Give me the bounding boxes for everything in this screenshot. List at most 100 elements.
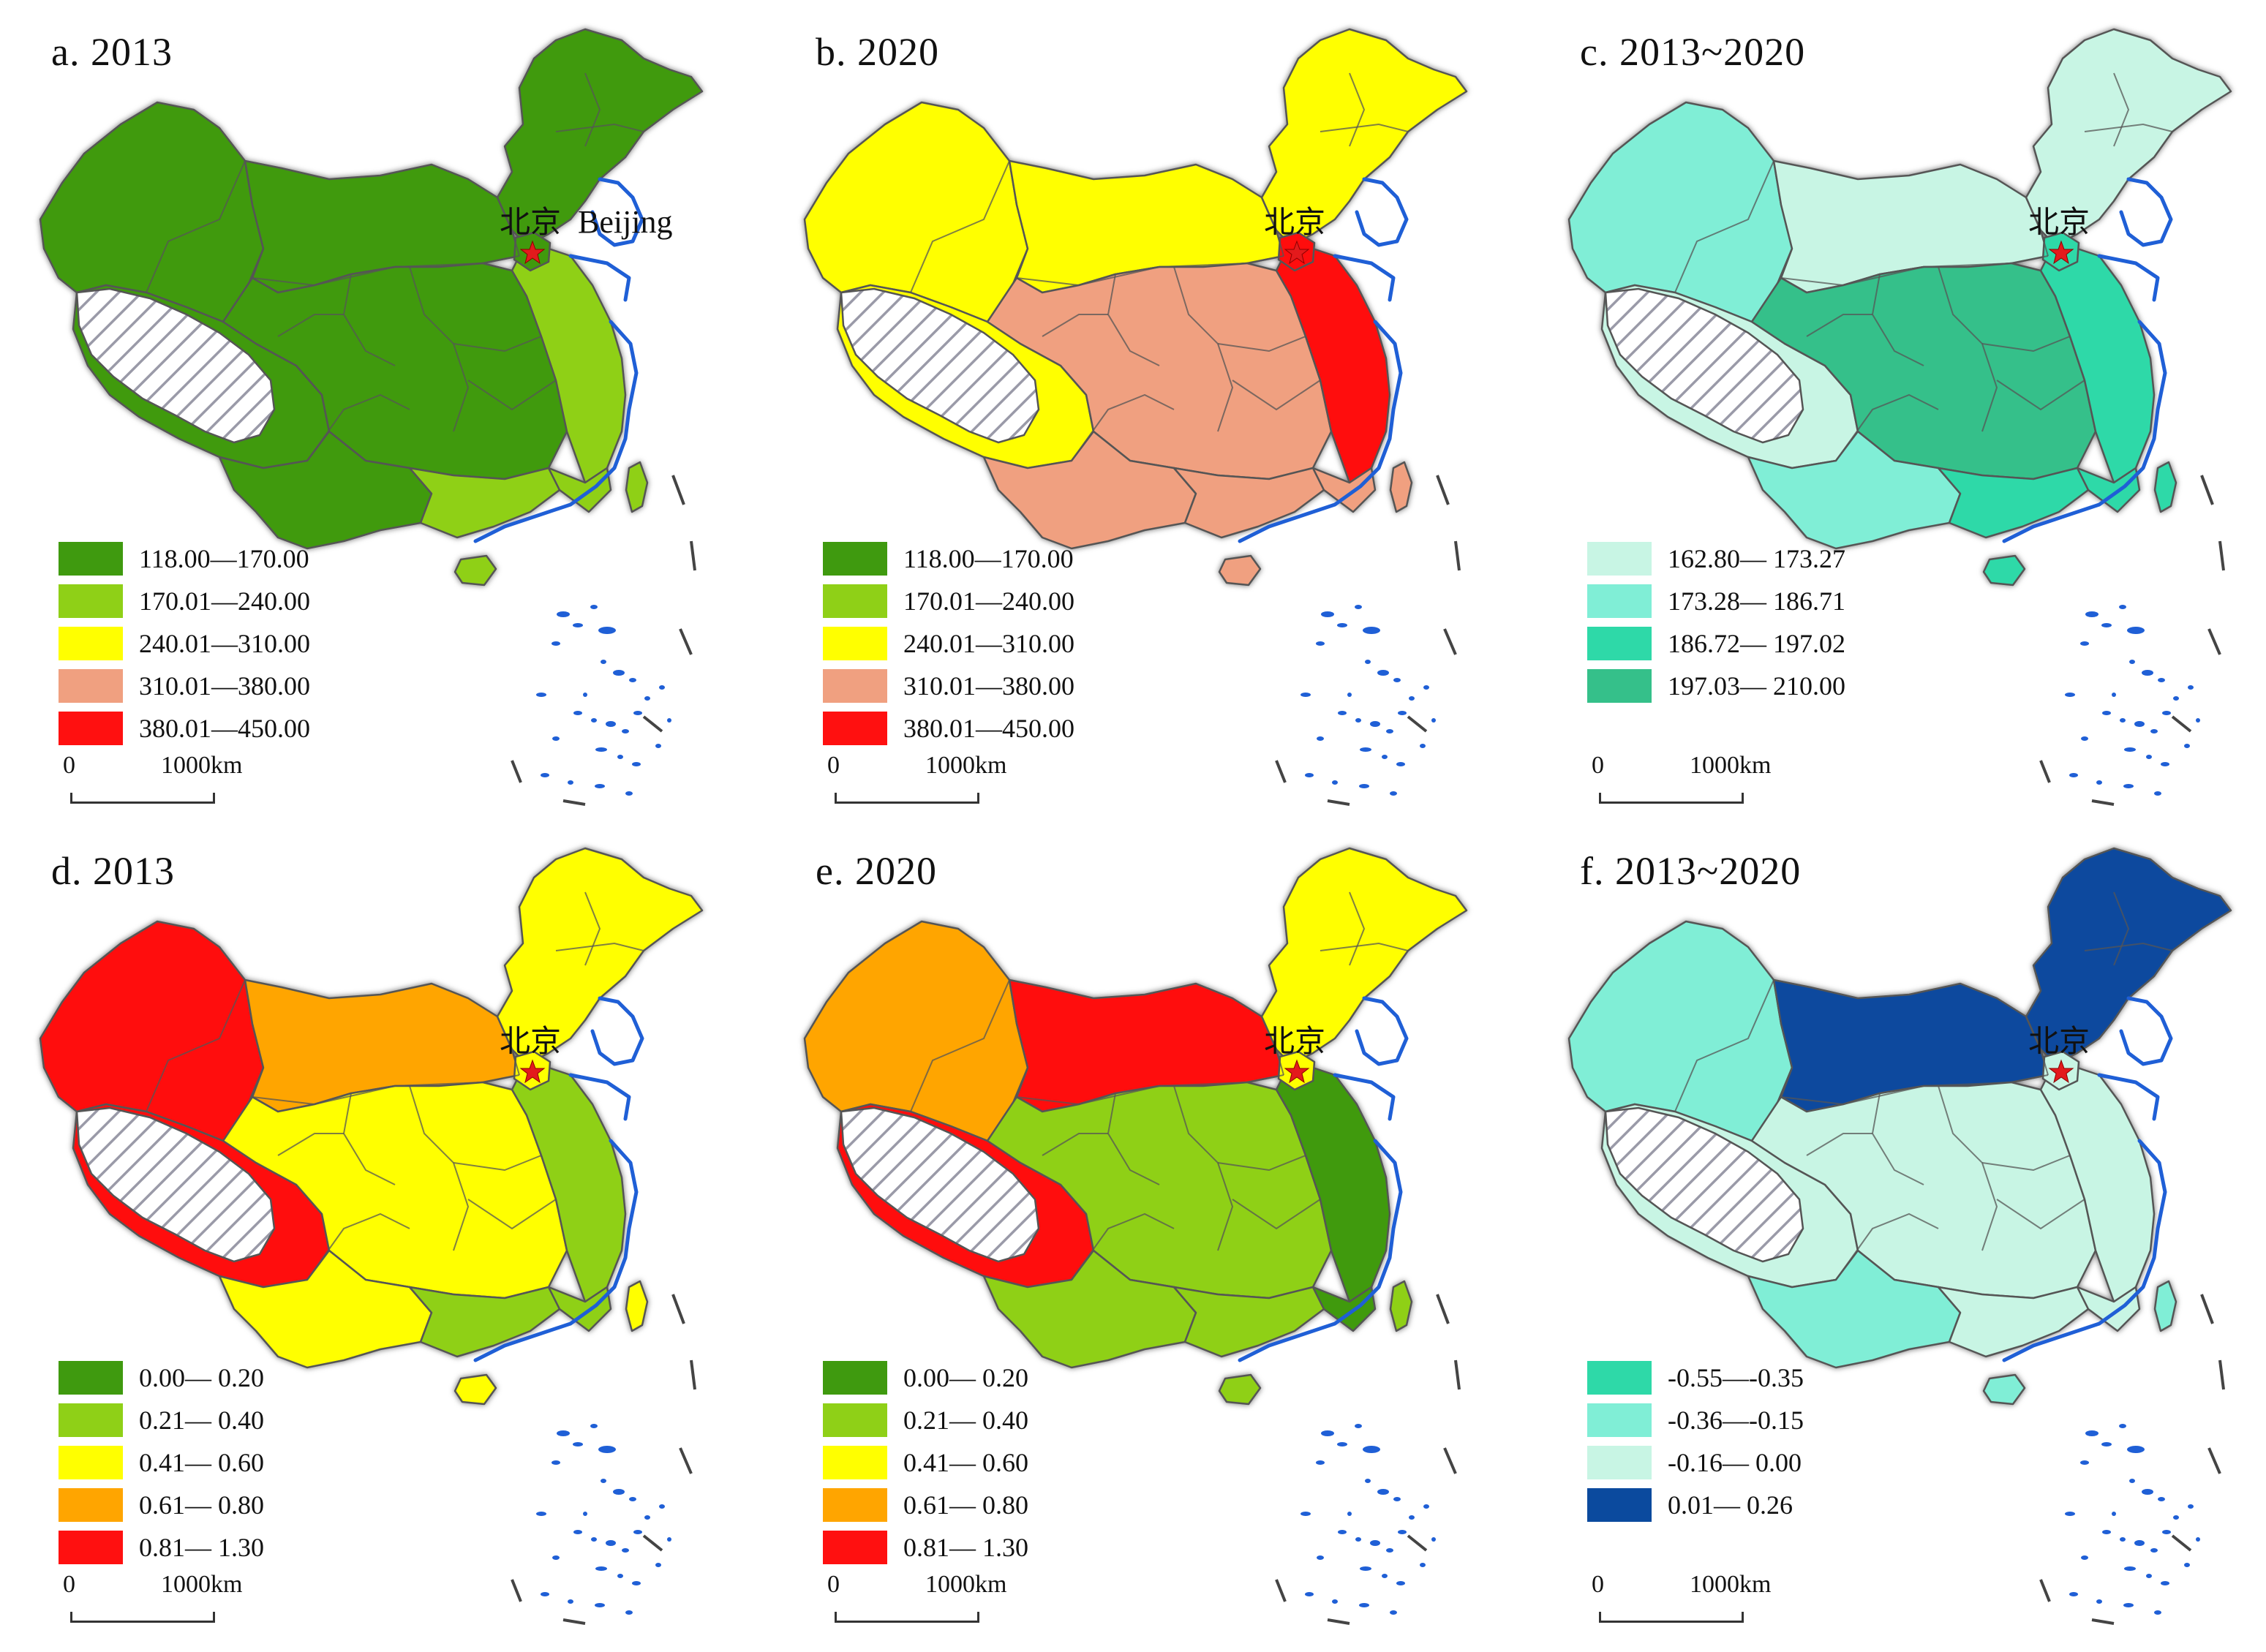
- province-border: [1232, 380, 1321, 411]
- island: [1423, 685, 1429, 690]
- island: [613, 670, 625, 676]
- legend-item: 310.01—380.00: [823, 665, 1074, 707]
- legend-label: 118.00—170.00: [139, 544, 309, 573]
- legend-label: 0.81— 1.30: [139, 1533, 264, 1562]
- province-border: [328, 431, 549, 480]
- map-panel-f: 北京 f. 2013~2020 -0.55—-0.35 -0.36—-0.15 -0.1…: [1529, 819, 2266, 1631]
- province-border: [1016, 1074, 1284, 1106]
- province-border: [1773, 160, 1793, 279]
- province-border: [146, 160, 246, 293]
- island: [2085, 611, 2099, 617]
- scale-line: [835, 793, 979, 804]
- province-border: [146, 979, 246, 1112]
- legend-item: 170.01—240.00: [59, 580, 310, 622]
- island: [1431, 718, 1436, 723]
- no-data-region: [75, 287, 276, 444]
- island: [2069, 1592, 2078, 1596]
- island: [2134, 1540, 2145, 1546]
- province-border: [1780, 1074, 2049, 1106]
- island: [2129, 1479, 2135, 1483]
- island: [1431, 1537, 1436, 1542]
- boundary-dash: [1454, 1359, 1461, 1390]
- province-border: [1835, 393, 1939, 461]
- island: [2184, 1563, 2190, 1567]
- legend-label: 380.01—450.00: [903, 714, 1074, 743]
- island: [2129, 660, 2135, 664]
- island: [573, 711, 582, 715]
- province-border: [453, 336, 542, 352]
- beijing-star-icon: [519, 240, 546, 265]
- legend-item: 0.41— 0.60: [823, 1441, 1028, 1484]
- island: [659, 1504, 665, 1509]
- island: [573, 1442, 583, 1447]
- island: [629, 678, 636, 682]
- legend-label: 0.61— 0.80: [903, 1490, 1028, 1520]
- legend-item: 162.80— 173.27: [1587, 538, 1845, 580]
- province-border: [222, 321, 330, 432]
- province-border: [497, 1016, 520, 1076]
- map-d: 北京: [39, 847, 704, 1625]
- legend-item: -0.55—-0.35: [1587, 1357, 1804, 1399]
- province-border: [1071, 393, 1175, 461]
- province-border: [1107, 1093, 1160, 1185]
- island: [1377, 1489, 1389, 1495]
- legend-swatch: [823, 1488, 887, 1522]
- island: [1355, 1537, 1361, 1542]
- island: [2081, 736, 2088, 741]
- province-border: [2084, 942, 2173, 951]
- island: [2161, 1581, 2169, 1585]
- region-northwest: [39, 920, 265, 1142]
- legend-swatch: [59, 1403, 123, 1437]
- island: [2081, 1555, 2088, 1560]
- island: [2119, 1424, 2126, 1428]
- legend: -0.55—-0.35 -0.36—-0.15 -0.16— 0.00 0.01— 0…: [1587, 1357, 1804, 1526]
- island: [536, 693, 546, 697]
- beijing-label-cn: 北京: [2028, 204, 2090, 240]
- legend-label: 240.01—310.00: [903, 629, 1074, 658]
- province-border: [1674, 979, 1774, 1112]
- island: [2096, 1599, 2102, 1604]
- legend-label: 0.21— 0.40: [139, 1406, 264, 1435]
- island: [1321, 611, 1334, 617]
- legend-item: 0.61— 0.80: [823, 1484, 1028, 1526]
- province-border: [511, 1089, 568, 1288]
- region-northeast: [496, 28, 704, 246]
- beijing-label-cn: 北京: [500, 1023, 561, 1059]
- boundary-dash: [679, 628, 693, 655]
- legend-label: 380.01—450.00: [139, 714, 310, 743]
- island: [1420, 744, 1426, 748]
- boundary-dash: [511, 1579, 522, 1602]
- boundary-dash: [1327, 1618, 1350, 1625]
- boundary-dash: [1443, 1447, 1457, 1474]
- island: [583, 1512, 587, 1516]
- beijing-label-cn: 北京: [1264, 204, 1325, 240]
- island: [557, 611, 570, 617]
- region-northeast: [2025, 28, 2232, 246]
- legend-label: -0.36—-0.15: [1668, 1406, 1804, 1435]
- island: [1305, 1592, 1314, 1596]
- island: [644, 1515, 650, 1520]
- map-panel-b: 北京 b. 2020 118.00—170.00 170.01—240.00 240.0…: [764, 0, 1518, 812]
- legend-item: 240.01—310.00: [823, 622, 1074, 665]
- legend-label: 0.00— 0.20: [903, 1363, 1028, 1392]
- legend-label: 0.21— 0.40: [903, 1406, 1028, 1435]
- province-border: [555, 942, 644, 951]
- region-southeast: [2076, 467, 2141, 513]
- island: [1409, 696, 1415, 701]
- island: [1337, 1442, 1347, 1447]
- legend-swatch: [1587, 1488, 1652, 1522]
- island: [1300, 1512, 1311, 1516]
- legend-item: 0.21— 0.40: [823, 1399, 1028, 1441]
- island: [1360, 747, 1371, 752]
- island: [2101, 1442, 2112, 1447]
- province-border: [1751, 321, 1859, 432]
- province-border: [1981, 336, 2071, 352]
- legend-label: -0.16— 0.00: [1668, 1448, 1802, 1477]
- scale-distance-label: 1000km: [161, 752, 243, 779]
- province-border: [1093, 431, 1314, 480]
- province-border: [1674, 160, 1774, 293]
- island: [1338, 711, 1347, 715]
- legend-swatch: [59, 627, 123, 660]
- legend-item: 197.03— 210.00: [1587, 665, 1845, 707]
- province-border: [1009, 160, 1029, 279]
